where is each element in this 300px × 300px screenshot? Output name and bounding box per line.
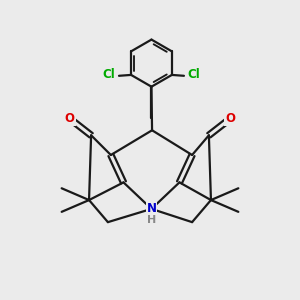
Text: O: O xyxy=(225,112,236,125)
Text: Cl: Cl xyxy=(103,68,116,81)
Text: O: O xyxy=(64,112,75,125)
Text: Cl: Cl xyxy=(188,68,200,81)
Text: N: N xyxy=(146,202,157,215)
Text: H: H xyxy=(147,215,156,225)
